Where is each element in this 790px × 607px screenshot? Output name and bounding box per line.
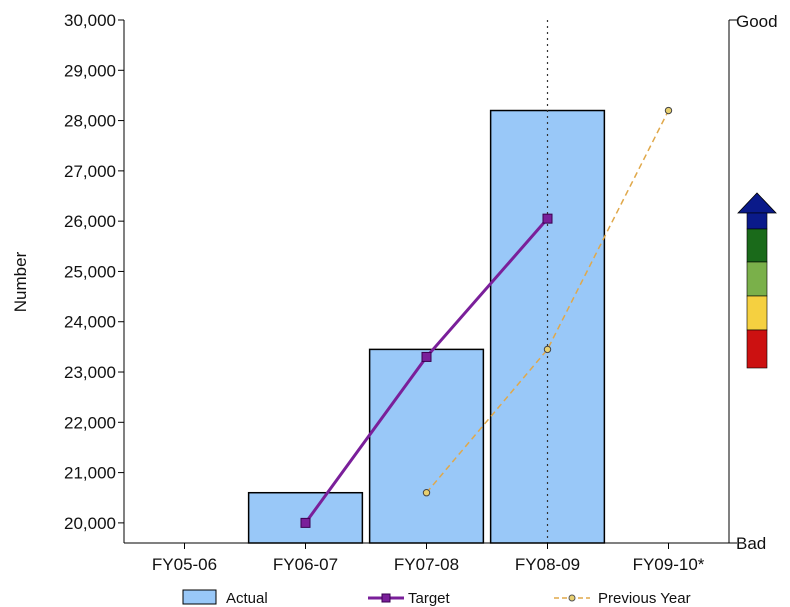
right-axis-good-label: Good bbox=[736, 12, 778, 31]
direction-indicator bbox=[737, 192, 777, 369]
y-tick-label: 30,000 bbox=[64, 11, 116, 30]
legend-label-actual: Actual bbox=[226, 590, 268, 607]
indicator-segment bbox=[746, 228, 768, 263]
previous-year-line bbox=[425, 110, 670, 494]
x-tick-label: FY07-08 bbox=[394, 555, 459, 574]
y-tick-label: 23,000 bbox=[64, 363, 116, 382]
previous-year-point bbox=[543, 345, 552, 354]
bar-actual bbox=[247, 491, 364, 544]
x-tick-label: FY05-06 bbox=[152, 555, 217, 574]
target-point bbox=[421, 351, 432, 362]
indicator-arrow-head bbox=[737, 192, 777, 214]
indicator-segment bbox=[746, 261, 768, 297]
x-ticks: FY05-06 FY06-07 FY07-08 FY08-09 FY09-10* bbox=[152, 543, 705, 574]
legend-label-previous-year: Previous Year bbox=[598, 590, 691, 607]
target-series bbox=[300, 213, 553, 528]
y-tick-label: 22,000 bbox=[64, 413, 116, 432]
y-ticks: 20,000 21,000 22,000 23,000 24,000 25,000 26,0… bbox=[64, 11, 124, 533]
previous-year-series bbox=[422, 106, 673, 497]
right-axis-bad-label: Bad bbox=[736, 534, 766, 553]
indicator-segment bbox=[746, 212, 768, 230]
previous-year-point bbox=[664, 106, 673, 115]
y-tick-label: 26,000 bbox=[64, 212, 116, 231]
legend-marker-previous-year bbox=[568, 594, 576, 602]
legend-label-target: Target bbox=[408, 590, 451, 607]
legend-marker-target bbox=[381, 593, 391, 603]
y-tick-label: 25,000 bbox=[64, 262, 116, 281]
x-tick-label: FY08-09 bbox=[515, 555, 580, 574]
y-tick-label: 27,000 bbox=[64, 162, 116, 181]
y-tick-label: 28,000 bbox=[64, 112, 116, 131]
indicator-segment bbox=[746, 295, 768, 331]
target-point bbox=[300, 517, 311, 528]
target-point bbox=[542, 213, 553, 224]
y-tick-label: 29,000 bbox=[64, 61, 116, 80]
x-tick-label: FY09-10* bbox=[633, 555, 705, 574]
indicator-segment bbox=[746, 329, 768, 369]
y-tick-label: 24,000 bbox=[64, 313, 116, 332]
legend: Actual Target Previous Year bbox=[182, 589, 691, 607]
previous-year-point bbox=[422, 489, 431, 497]
legend-swatch-actual bbox=[182, 589, 217, 605]
bars-layer bbox=[247, 109, 606, 544]
bar-actual bbox=[368, 348, 485, 544]
y-tick-label: 20,000 bbox=[64, 514, 116, 533]
y-tick-label: 21,000 bbox=[64, 464, 116, 483]
y-axis-title: Number bbox=[11, 251, 30, 312]
x-tick-label: FY06-07 bbox=[273, 555, 338, 574]
